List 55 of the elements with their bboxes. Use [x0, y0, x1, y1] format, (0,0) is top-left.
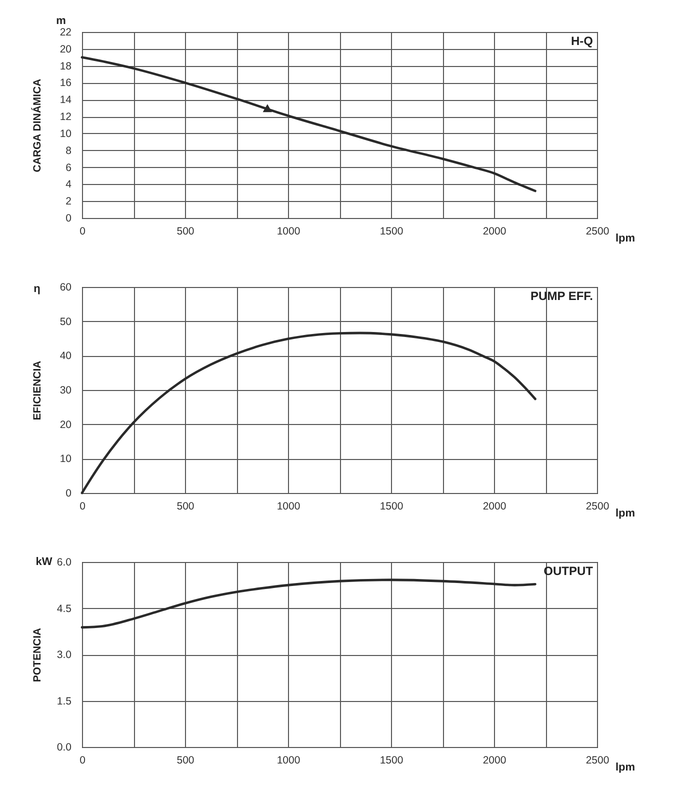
x-tick-label: 0: [80, 754, 86, 766]
x-tick-label: 2000: [482, 226, 506, 238]
line-series: [80, 56, 536, 192]
x-tick-label: 2500: [586, 500, 610, 512]
line-series: [80, 332, 536, 494]
line-series: [80, 578, 536, 629]
x-axis-title: lpm: [616, 508, 636, 520]
x-tick-label: 1000: [276, 500, 300, 512]
y-tick-label: 6: [66, 162, 72, 174]
x-tick-label: 2000: [482, 500, 506, 512]
x-tick-label: 1500: [380, 226, 404, 238]
x-tick-label: 500: [176, 500, 194, 512]
y-tick-label: 60: [60, 282, 72, 294]
x-axis-title: lpm: [616, 762, 636, 774]
x-tick-label: 1000: [276, 226, 300, 238]
chart-title: H-Q: [571, 34, 593, 48]
y-axis-title: EFICIENCIA: [32, 360, 44, 420]
y-tick-label: 40: [60, 350, 72, 362]
y-axis-title: CARGA DINÁMICA: [30, 78, 44, 172]
y-tick-label: 10: [60, 453, 72, 466]
y-tick-label: 10: [60, 128, 72, 140]
x-tick-label: 2500: [586, 754, 610, 766]
y-tick-label: 18: [60, 60, 72, 72]
x-tick-label: 1500: [380, 754, 404, 766]
y-tick-label: 22: [60, 26, 72, 38]
y-tick-label: 20: [60, 43, 72, 56]
y-tick-label: 12: [60, 111, 72, 124]
y-tick-label: 0: [66, 488, 72, 500]
text: η: [34, 283, 41, 295]
y-tick-label: 0: [66, 212, 72, 224]
x-tick-label: 0: [80, 500, 86, 512]
text: kW: [36, 556, 53, 568]
text: m: [56, 15, 66, 27]
y-tick-label: 4: [66, 178, 72, 191]
x-tick-label: 0: [80, 226, 86, 238]
x-tick-label: 500: [176, 754, 194, 766]
y-tick-label: 14: [60, 94, 72, 106]
y-tick-label: 16: [60, 77, 72, 90]
x-tick-label: 1000: [276, 754, 300, 766]
y-tick-label: 50: [60, 316, 72, 328]
y-tick-label: 3.0: [56, 649, 72, 661]
y-axis-title: POTENCIA: [32, 627, 44, 682]
x-tick-label: 2000: [482, 754, 506, 766]
x-axis-title: lpm: [616, 232, 636, 244]
x-tick-label: 2500: [586, 226, 610, 238]
y-tick-label: 8: [66, 144, 72, 157]
y-tick-label: 30: [60, 384, 72, 396]
y-tick-label: 1.5: [56, 695, 72, 708]
y-tick-label: 2: [66, 196, 72, 208]
y-tick-label: 20: [60, 418, 72, 431]
y-tick-label: 6.0: [56, 556, 72, 568]
x-tick-label: 1500: [380, 500, 404, 512]
y-tick-label: 4.5: [56, 602, 72, 615]
x-tick-label: 500: [176, 226, 194, 238]
y-tick-label: 0.0: [56, 742, 72, 754]
